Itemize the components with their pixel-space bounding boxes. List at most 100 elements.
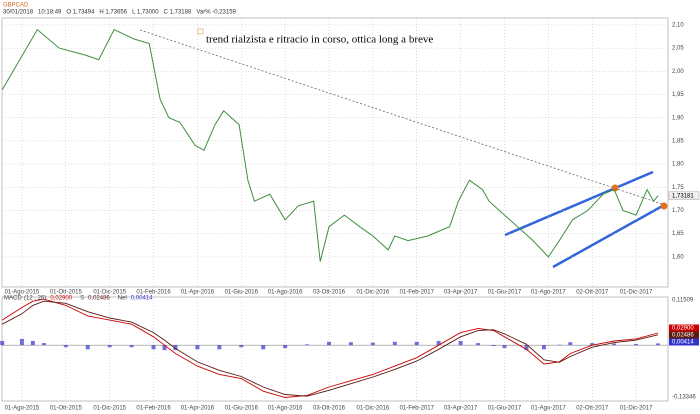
x-tick-label: 01-Ago-2017 — [531, 290, 566, 296]
last-value-label: 0,00414 — [672, 340, 694, 346]
histogram-bar — [370, 342, 375, 346]
y-tick-label: 2,00 — [672, 69, 684, 75]
x-tick-label: 01-Ago-2015 — [5, 290, 40, 296]
x-tick-label: 01-Feb-2016 — [136, 290, 171, 296]
header-field: 30/01/2018 — [3, 10, 34, 16]
y-tick-label: 1,85 — [672, 138, 684, 144]
price-header: 30/01/2018 10:18:49 O 1,73494 H 1,73656 L 1,… — [3, 10, 237, 16]
histogram-bar — [476, 343, 481, 346]
x-tick-label: 03-Ott-2016 — [313, 406, 346, 412]
x-tick-label: 01-Ago-2016 — [268, 406, 303, 412]
x-tick-label: 01-Feb-2017 — [400, 290, 435, 296]
y-tick-label: 1,75 — [672, 185, 684, 191]
x-tick-label: 01-Ago-2016 — [268, 290, 303, 296]
x-tick-label: 01-Ott-2015 — [50, 406, 83, 412]
histogram-bar — [41, 343, 46, 346]
x-tick-label: 01-Ago-2017 — [531, 406, 566, 412]
histogram-bar — [656, 343, 661, 346]
x-tick-label: 01-Dic-2015 — [93, 406, 126, 412]
y-tick-label: 2,10 — [672, 23, 684, 29]
last-value-label: 0,02900 — [672, 326, 694, 332]
x-tick-label: 01-Dic-2015 — [93, 290, 126, 296]
panel-title: MACD — [4, 296, 22, 302]
y-tick-label: 1,95 — [672, 92, 684, 98]
y-tick-label: 2,05 — [672, 46, 684, 52]
histogram-bar — [392, 341, 397, 346]
histogram-bar — [491, 345, 496, 346]
histogram-bar — [568, 342, 573, 346]
histogram-bar — [162, 345, 167, 351]
legend-name: S — [80, 296, 84, 302]
last-value-box — [669, 338, 699, 346]
histogram-bar — [436, 340, 441, 346]
x-tick-label: 01-Dic-2016 — [357, 290, 390, 296]
histogram-bar — [261, 345, 266, 350]
legend-value: 0,00414 — [131, 296, 153, 302]
resistance-line — [139, 29, 666, 206]
histogram-bar — [458, 340, 463, 346]
x-tick-label: 03-Apr-2017 — [444, 290, 478, 296]
last-price-label: 1,73181 — [672, 193, 694, 199]
symbol: GBPCAD — [3, 3, 29, 9]
x-tick-label: 02-Ott-2017 — [576, 406, 609, 412]
legend-value: 0,02486 — [88, 296, 110, 302]
histogram-bar — [30, 340, 35, 346]
histogram-bar — [63, 345, 68, 348]
legend-name: (12 , 26) — [24, 296, 46, 302]
histogram-bar — [129, 345, 134, 348]
histogram-bar — [283, 345, 288, 349]
histogram-bar — [239, 345, 244, 348]
x-tick-label: 01-Ott-2015 — [50, 290, 83, 296]
histogram-bar — [195, 345, 200, 350]
histogram-bar — [612, 343, 617, 346]
y-tick-label: -0,13346 — [672, 395, 696, 401]
histogram-bar — [173, 345, 178, 351]
histogram-bar — [414, 341, 419, 346]
x-tick-label: 01-Feb-2016 — [136, 406, 171, 412]
annotation-marker — [197, 28, 204, 35]
histogram-bar — [634, 343, 639, 346]
touch-point — [660, 202, 668, 210]
histogram-bar — [541, 345, 546, 350]
histogram-bar — [590, 343, 595, 346]
histogram-bar — [502, 345, 507, 349]
legend-name: Nel — [118, 296, 127, 302]
x-tick-label: 01-Apr-2016 — [181, 406, 215, 412]
header-field: Var% -0,23159 — [196, 10, 236, 16]
y-tick-label: 1,80 — [672, 162, 684, 168]
x-tick-label: 01-Apr-2016 — [181, 290, 215, 296]
header-field: L 1,73000 — [132, 10, 159, 16]
x-tick-label: 01-Giu-2016 — [225, 290, 259, 296]
channel-lower — [552, 202, 667, 269]
x-tick-label: 03-Ott-2016 — [313, 290, 346, 296]
y-tick-label: 1,60 — [672, 254, 684, 260]
histogram-bar — [348, 342, 353, 346]
x-tick-label: 01-Dic-2016 — [357, 406, 390, 412]
price-panel — [1, 17, 669, 288]
last-value-box — [669, 331, 699, 339]
header-field: C 1,73188 — [164, 10, 192, 16]
channel-upper — [504, 170, 654, 237]
histogram-bar — [524, 345, 529, 351]
y-tick-label: 1,70 — [672, 208, 684, 214]
y-tick-label: 0,11509 — [672, 298, 694, 304]
y-tick-label: 1,65 — [672, 231, 684, 237]
header-field: 10:18:49 — [38, 10, 62, 16]
x-tick-label: 01-Feb-2017 — [400, 406, 435, 412]
x-tick-label: 01-Giu-2017 — [488, 406, 522, 412]
histogram-bar — [327, 341, 332, 346]
histogram-bar — [557, 344, 562, 346]
last-value-label: 0,02486 — [672, 333, 694, 339]
histogram-bar — [151, 345, 156, 350]
x-tick-label: 01-Dic-2017 — [620, 406, 653, 412]
macd-panel — [1, 296, 669, 402]
indicator-line — [1, 298, 659, 398]
x-tick-label: 01-Giu-2017 — [488, 290, 522, 296]
price-line — [1, 28, 659, 262]
x-tick-label: 03-Apr-2017 — [444, 406, 478, 412]
y-tick-label: 1,90 — [672, 115, 684, 121]
x-tick-label: 01-Giu-2016 — [225, 406, 259, 412]
header-field: O 1,73494 — [66, 10, 95, 16]
